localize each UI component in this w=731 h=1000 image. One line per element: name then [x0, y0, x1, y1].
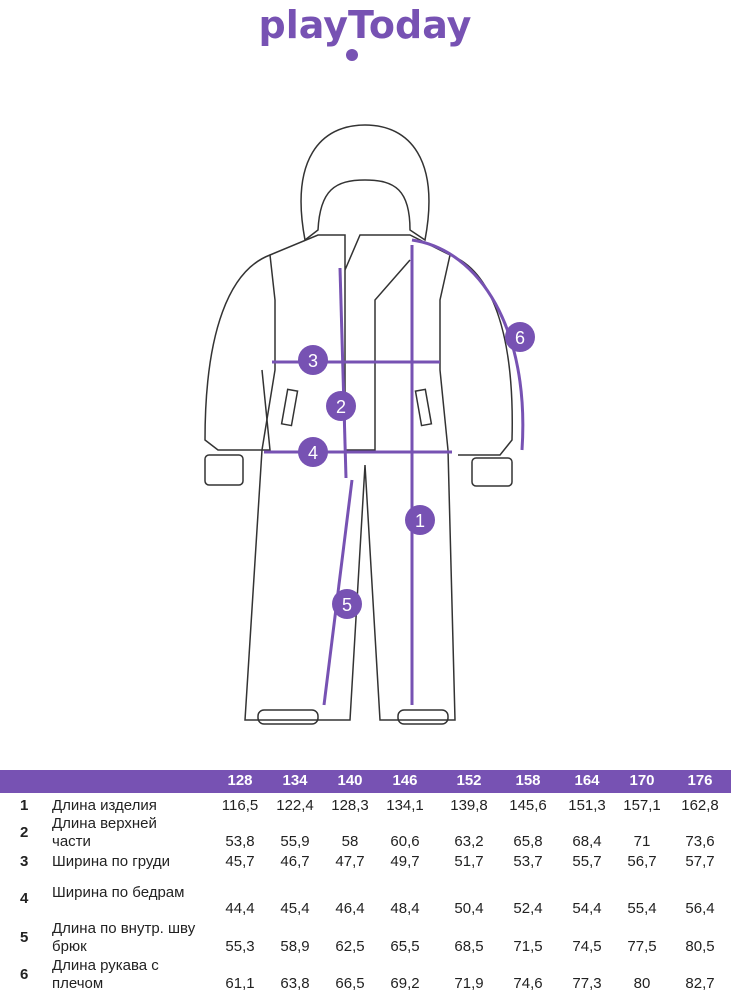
value-cell: 55,3 — [225, 938, 255, 955]
svg-text:6: 6 — [515, 328, 525, 348]
value-cell: 50,4 — [454, 900, 484, 917]
value-cell: 73,6 — [685, 833, 715, 850]
row-label: Длина верхней — [52, 815, 157, 832]
size-header: 128 — [227, 772, 253, 789]
value-cell: 77,5 — [627, 938, 657, 955]
value-cell: 145,6 — [509, 797, 547, 814]
row-label: брюк — [52, 938, 87, 955]
value-cell: 128,3 — [331, 797, 369, 814]
value-cell: 48,4 — [390, 900, 420, 917]
value-cell: 116,5 — [221, 797, 259, 814]
value-cell: 162,8 — [681, 797, 719, 814]
value-cell: 157,1 — [623, 797, 661, 814]
value-cell: 55,9 — [280, 833, 310, 850]
value-cell: 44,4 — [225, 900, 255, 917]
value-cell: 61,1 — [225, 975, 255, 992]
value-cell: 65,5 — [390, 938, 420, 955]
row-label: части — [52, 833, 91, 850]
row-number: 3 — [20, 853, 29, 870]
value-cell: 77,3 — [572, 975, 602, 992]
value-cell: 46,7 — [280, 853, 310, 870]
svg-text:playToday: playToday — [259, 3, 472, 47]
value-cell: 71,9 — [454, 975, 484, 992]
value-cell: 63,8 — [280, 975, 310, 992]
size-header: 170 — [629, 772, 655, 789]
value-cell: 57,7 — [685, 853, 715, 870]
size-header: 176 — [687, 772, 713, 789]
marker-4: 4 — [298, 437, 328, 467]
size-header: 164 — [574, 772, 600, 789]
row-number: 4 — [20, 890, 29, 907]
value-cell: 66,5 — [335, 975, 365, 992]
value-cell: 54,4 — [572, 900, 602, 917]
value-cell: 151,3 — [568, 797, 606, 814]
row-label: Длина рукава с — [52, 957, 159, 974]
playtoday-logo: playToday — [259, 3, 472, 61]
size-header: 140 — [337, 772, 363, 789]
value-cell: 60,6 — [390, 833, 420, 850]
value-cell: 68,4 — [572, 833, 602, 850]
row-label: Длина изделия — [52, 797, 157, 814]
value-cell: 53,7 — [513, 853, 543, 870]
value-cell: 49,7 — [390, 853, 420, 870]
svg-text:1: 1 — [415, 511, 425, 531]
row-label: плечом — [52, 975, 104, 992]
marker-3: 3 — [298, 345, 328, 375]
svg-text:5: 5 — [342, 595, 352, 615]
value-cell: 63,2 — [454, 833, 484, 850]
size-header: 134 — [282, 772, 308, 789]
value-cell: 80 — [633, 975, 651, 992]
row-label: Длина по внутр. шву — [52, 920, 196, 937]
table-header-bar — [0, 770, 731, 793]
value-cell: 58,9 — [280, 938, 310, 955]
row-number: 2 — [20, 824, 29, 841]
value-cell: 46,4 — [335, 900, 365, 917]
value-cell: 58 — [341, 833, 359, 850]
size-header: 152 — [456, 772, 482, 789]
value-cell: 56,4 — [685, 900, 715, 917]
value-cell: 74,5 — [572, 938, 602, 955]
value-cell: 47,7 — [335, 853, 365, 870]
size-header: 146 — [392, 772, 418, 789]
marker-6: 6 — [505, 322, 535, 352]
value-cell: 52,4 — [513, 900, 543, 917]
row-number: 6 — [20, 966, 29, 983]
value-cell: 80,5 — [685, 938, 715, 955]
value-cell: 55,4 — [627, 900, 657, 917]
value-cell: 82,7 — [685, 975, 715, 992]
svg-text:2: 2 — [336, 397, 346, 417]
value-cell: 68,5 — [454, 938, 484, 955]
value-cell: 134,1 — [386, 797, 424, 814]
value-cell: 74,6 — [513, 975, 543, 992]
svg-text:4: 4 — [308, 443, 318, 463]
marker-1: 1 — [405, 505, 435, 535]
marker-5: 5 — [332, 589, 362, 619]
value-cell: 71 — [633, 833, 651, 850]
value-cell: 71,5 — [513, 938, 543, 955]
row-number: 5 — [20, 929, 29, 946]
value-cell: 45,7 — [225, 853, 255, 870]
marker-2: 2 — [326, 391, 356, 421]
jumpsuit-diagram: 1 2 3 4 5 6 — [204, 124, 535, 725]
measurement-arrows — [264, 238, 525, 706]
value-cell: 139,8 — [450, 797, 488, 814]
row-label: Ширина по бедрам — [52, 884, 185, 901]
value-cell: 69,2 — [390, 975, 420, 992]
value-cell: 62,5 — [335, 938, 365, 955]
row-number: 1 — [20, 797, 29, 814]
row-label: Ширина по груди — [52, 853, 171, 870]
svg-text:3: 3 — [308, 351, 318, 371]
value-cell: 122,4 — [276, 797, 314, 814]
size-header: 158 — [515, 772, 541, 789]
value-cell: 53,8 — [225, 833, 255, 850]
value-cell: 51,7 — [454, 853, 484, 870]
value-cell: 45,4 — [280, 900, 310, 917]
value-cell: 55,7 — [572, 853, 602, 870]
value-cell: 65,8 — [513, 833, 543, 850]
value-cell: 56,7 — [627, 853, 657, 870]
